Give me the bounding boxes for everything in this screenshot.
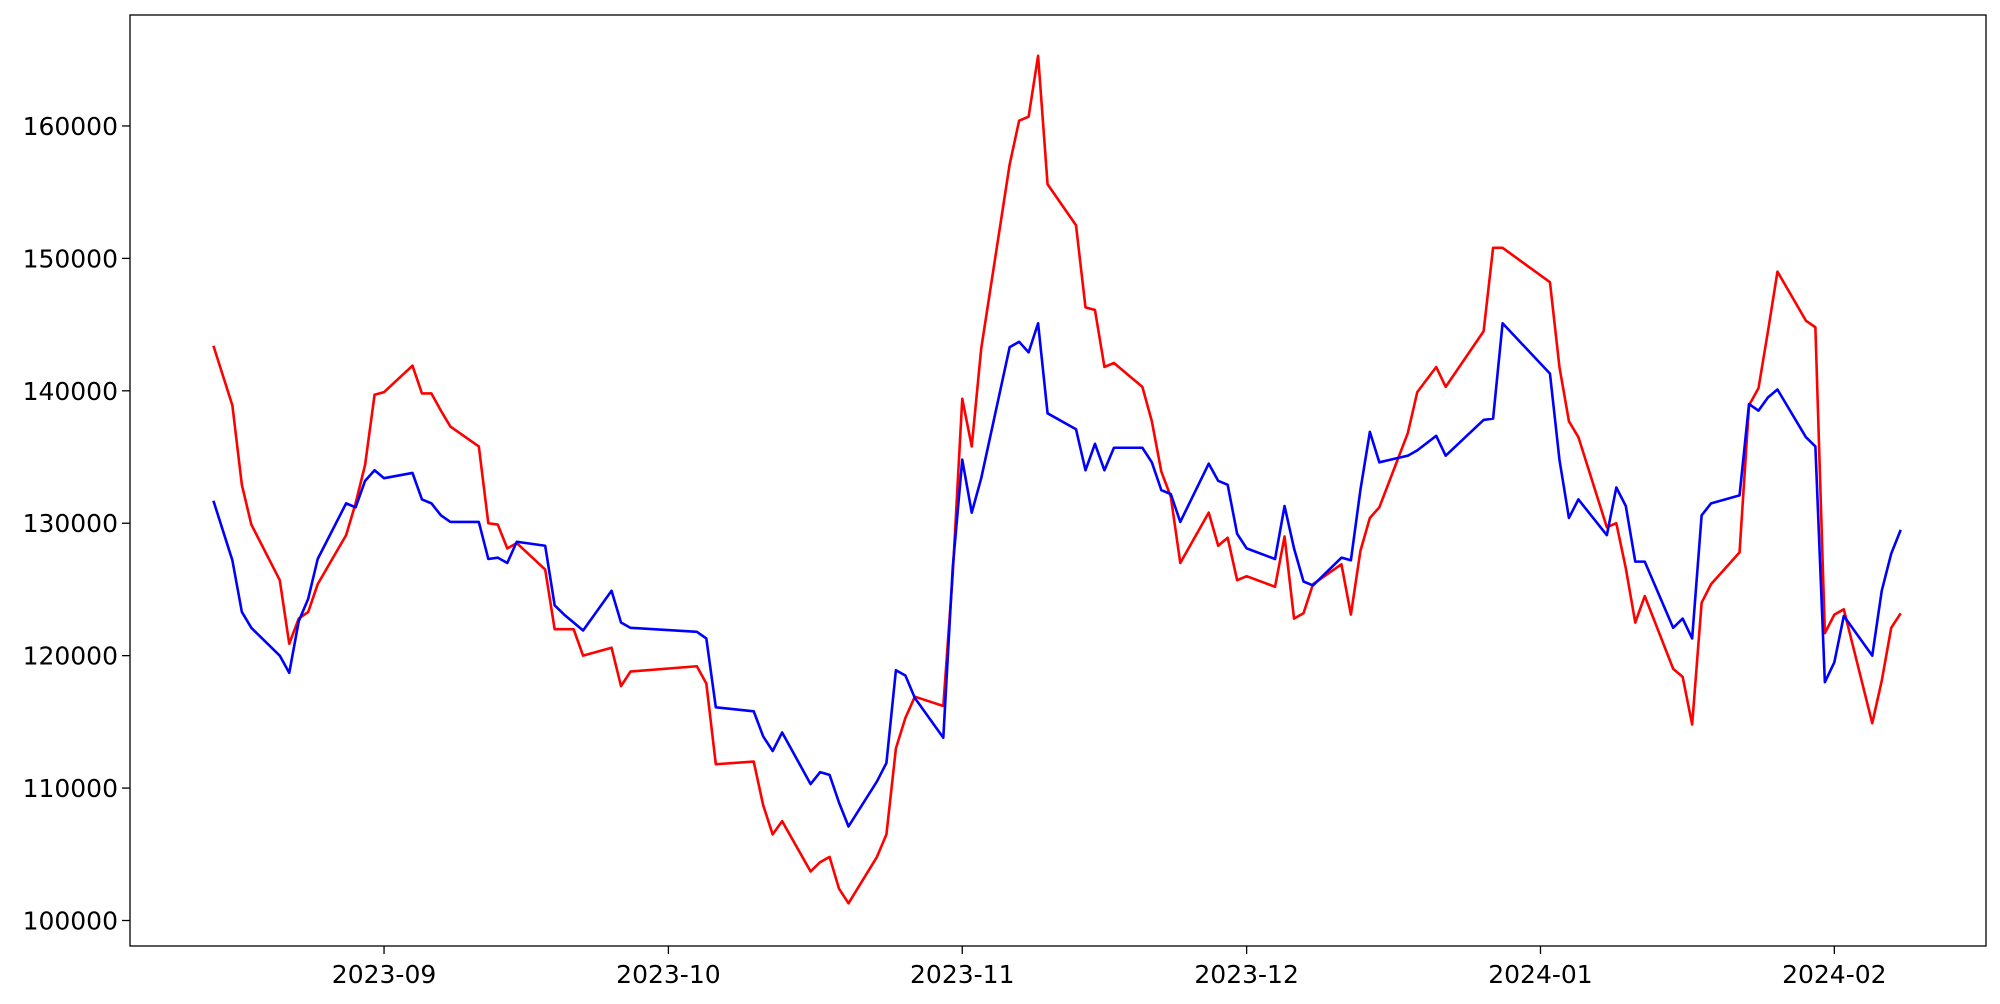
y-tick-label: 120000 bbox=[23, 642, 118, 671]
series-line bbox=[212, 321, 1902, 828]
x-tick-label: 2023-10 bbox=[616, 960, 720, 989]
x-tick-label: 2023-12 bbox=[1194, 960, 1298, 989]
y-tick-label: 160000 bbox=[23, 112, 118, 141]
series-line bbox=[212, 54, 1902, 905]
x-tick-label: 2024-02 bbox=[1782, 960, 1886, 989]
plot-layer bbox=[212, 54, 1902, 905]
y-tick-label: 150000 bbox=[23, 244, 118, 273]
y-tick-label: 110000 bbox=[23, 774, 118, 803]
y-tick-label: 100000 bbox=[23, 906, 118, 935]
x-tick-label: 2024-01 bbox=[1488, 960, 1592, 989]
y-tick-label: 130000 bbox=[23, 509, 118, 538]
axes-frame bbox=[129, 14, 1987, 947]
y-tick-label: 140000 bbox=[23, 377, 118, 406]
x-tick-label: 2023-09 bbox=[332, 960, 436, 989]
x-tick-label: 2023-11 bbox=[910, 960, 1014, 989]
